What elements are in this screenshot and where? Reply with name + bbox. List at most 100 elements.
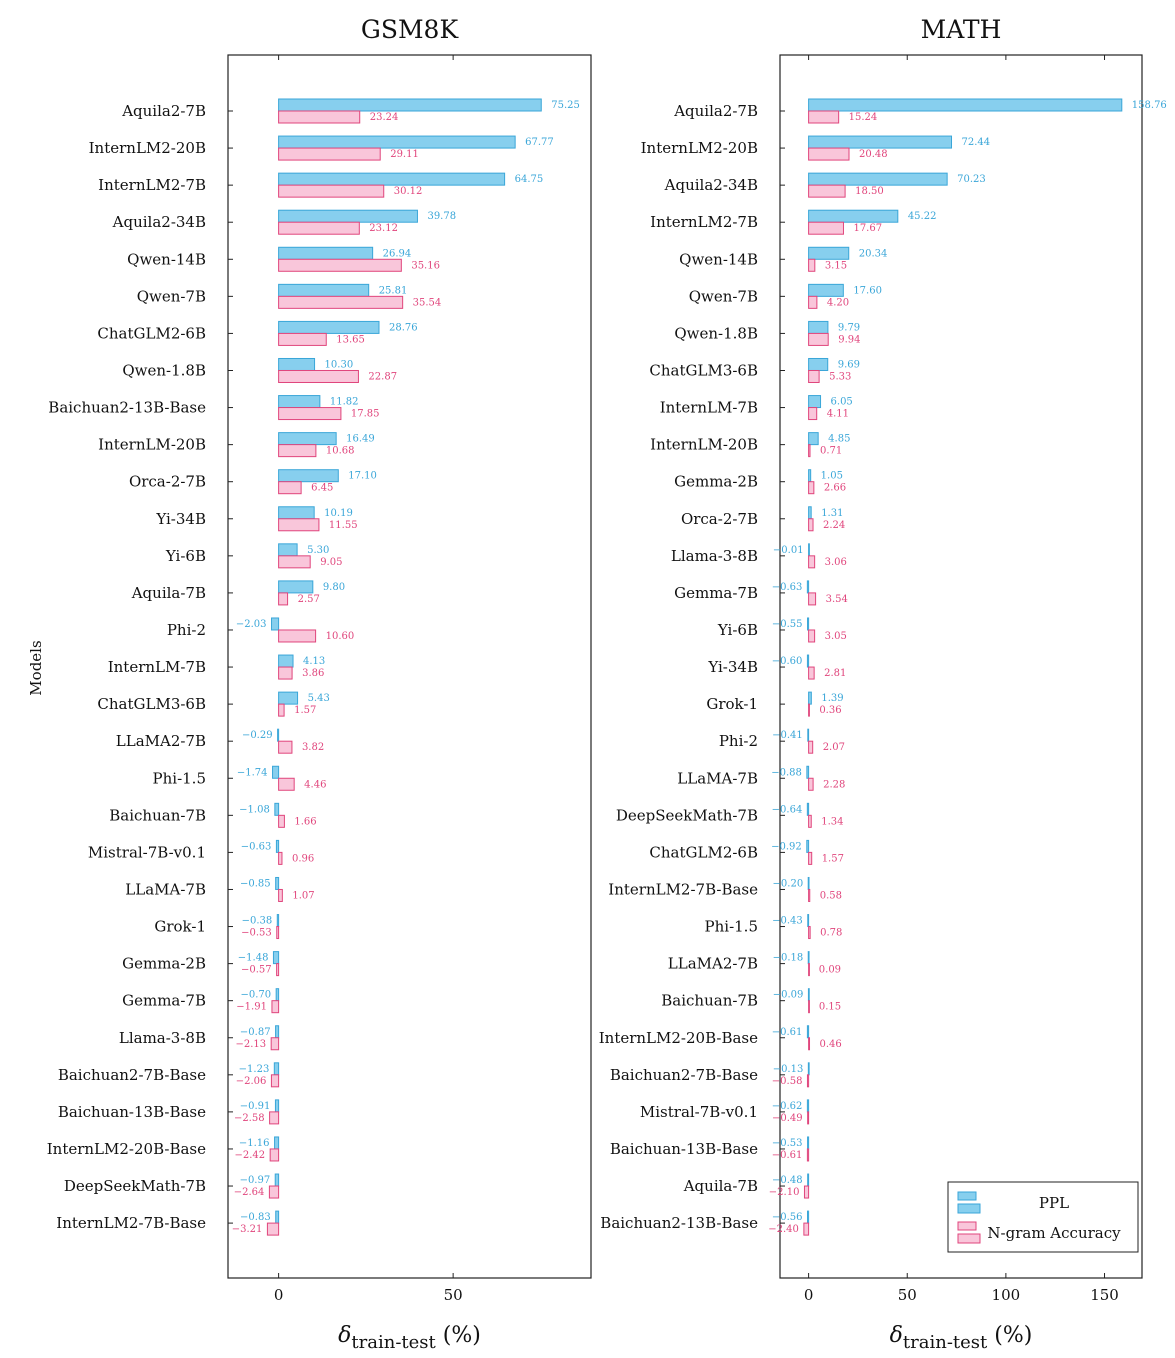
ppl-value-phi-1-5: −1.74 [237,767,268,778]
ppl-value-chatglm3-6b: 5.43 [308,693,330,704]
chart-title: MATH [921,15,1002,44]
ppl-value-qwen-7b: 25.81 [379,285,408,296]
ngram-bar-internlm2-20b-base [808,1037,811,1051]
ngram-bar-qwen-14b [808,258,816,272]
ngram-value-baichuan-13b-base: −2.58 [234,1113,265,1124]
category-label-mistral-7b-v0-1: Mistral-7B-v0.1 [640,1103,758,1121]
ngram-value-mistral-7b-v0-1: −0.49 [772,1113,803,1124]
ngram-value-aquila2-34b: 18.50 [855,186,884,197]
ppl-value-yi-6b: 5.30 [307,545,329,556]
ngram-value-yi-34b: 11.55 [329,520,358,531]
category-label-gemma-7b: Gemma-7B [122,992,206,1010]
ngram-bar-deepseekmath-7b [268,1185,280,1199]
ngram-bar-internlm2-20b [278,147,381,161]
ppl-bar-internlm2-20b-base [274,1136,280,1150]
y-axis-label: Models [27,640,45,695]
ppl-value-grok-1: 1.39 [821,693,843,704]
ppl-bar-internlm-7b [278,654,294,668]
ppl-bar-phi-1-5 [807,914,810,928]
plot-frame [227,54,592,1279]
ppl-bar-grok-1 [276,914,280,928]
category-label-qwen-14b: Qwen-14B [679,250,758,268]
ngram-bar-orca-2-7b [808,518,814,532]
ppl-value-yi-34b: −0.60 [772,656,803,667]
ngram-value-llama-3-8b: 3.06 [825,557,847,568]
ngram-bar-llama-7b [278,888,283,902]
ppl-bar-baichuan-13b-base [274,1099,280,1113]
category-label-gemma-7b: Gemma-7B [674,584,758,602]
ngram-value-internlm2-20b: 20.48 [859,149,888,160]
ppl-value-internlm2-7b-base: −0.83 [240,1212,271,1223]
category-label-internlm2-7b: InternLM2-7B [98,176,206,194]
ngram-value-baichuan-7b: 0.15 [819,1002,841,1013]
ppl-bar-llama-7b [275,876,280,890]
legend-swatch-ppl [957,1191,977,1201]
category-label-baichuan-7b: Baichuan-7B [661,992,758,1010]
ppl-bar-aquila2-7b [278,98,542,112]
ngram-value-internlm2-20b-base: −2.42 [235,1150,266,1161]
ppl-value-deepseekmath-7b: −0.64 [772,804,803,815]
ngram-bar-mistral-7b-v0-1 [807,1111,810,1125]
ngram-bar-grok-1 [276,926,280,940]
ngram-bar-orca-2-7b [278,481,302,495]
ppl-bar-internlm2-7b-base [275,1210,280,1224]
ppl-value-deepseekmath-7b: −0.97 [240,1175,271,1186]
ngram-bar-yi-6b [278,555,311,569]
ngram-bar-aquila2-34b [278,221,360,235]
ngram-value-baichuan2-13b-base: −2.40 [768,1224,799,1235]
ngram-value-aquila2-34b: 23.12 [369,223,398,234]
ppl-bar-mistral-7b-v0-1 [275,839,280,853]
ngram-value-grok-1: 0.36 [819,705,841,716]
category-label-phi-2: Phi-2 [167,621,206,639]
ngram-bar-phi-1-5 [808,926,811,940]
ppl-value-grok-1: −0.38 [242,916,273,927]
ppl-bar-aquila2-34b [808,172,948,186]
ngram-bar-baichuan2-13b-base [278,407,342,421]
ppl-bar-qwen-7b [808,283,844,297]
category-label-phi-2: Phi-2 [719,732,758,750]
ngram-bar-baichuan2-7b-base [806,1074,810,1088]
category-label-chatglm3-6b: ChatGLM3-6B [97,695,206,713]
ngram-value-chatglm2-6b: 13.65 [336,334,365,345]
ppl-bar-llama2-7b [277,728,280,742]
ngram-value-llama-3-8b: −2.13 [236,1039,267,1050]
ppl-bar-chatglm3-6b [278,691,299,705]
x-tick-label: 150 [1090,1286,1119,1304]
ppl-value-phi-2: −2.03 [236,619,267,630]
ppl-bar-phi-2 [807,728,810,742]
ppl-value-aquila-7b: 9.80 [323,582,345,593]
category-label-qwen-14b: Qwen-14B [127,250,206,268]
ppl-value-baichuan-13b-base: −0.91 [240,1101,271,1112]
ppl-bar-baichuan-7b [807,988,810,1002]
ngram-bar-chatglm3-6b [808,369,820,383]
ngram-bar-qwen-1-8b [278,369,359,383]
ngram-value-qwen-7b: 4.20 [827,297,849,308]
gsm8k-panel: GSM8K 0 50 δtrain-test (%) Aquila2-7B 75.25 23… [47,15,592,1353]
ppl-bar-llama-7b [806,765,810,779]
ppl-bar-llama-3-8b [275,1025,280,1039]
ppl-value-baichuan2-7b-base: −1.23 [239,1064,270,1075]
ppl-bar-internlm2-20b [808,135,953,149]
ngram-value-internlm2-20b: 29.11 [390,149,419,160]
ppl-value-internlm-7b: 6.05 [831,397,853,408]
category-label-llama-7b: LLaMA-7B [677,769,758,787]
ppl-bar-yi-34b [278,506,315,520]
x-tick-label: 0 [804,1286,814,1304]
category-label-grok-1: Grok-1 [706,695,758,713]
ngram-value-baichuan2-7b-base: −0.58 [772,1076,803,1087]
ngram-value-yi-6b: 3.05 [825,631,847,642]
category-label-orca-2-7b: Orca-2-7B [129,473,206,491]
ngram-value-baichuan-13b-base: −0.61 [772,1150,803,1161]
ngram-value-qwen-1-8b: 22.87 [368,371,397,382]
ngram-bar-chatglm2-6b [808,851,813,865]
legend-label-ppl: PPL [1039,1194,1069,1212]
ngram-value-orca-2-7b: 2.24 [823,520,845,531]
ppl-value-baichuan2-13b-base: −0.56 [772,1212,803,1223]
ppl-value-internlm2-20b: 72.44 [962,137,991,148]
ngram-bar-yi-6b [808,629,816,643]
ppl-value-llama-3-8b: −0.87 [240,1027,271,1038]
ppl-value-orca-2-7b: 1.31 [821,508,843,519]
ppl-bar-llama-3-8b [808,543,810,557]
ngram-bar-yi-34b [808,666,815,680]
